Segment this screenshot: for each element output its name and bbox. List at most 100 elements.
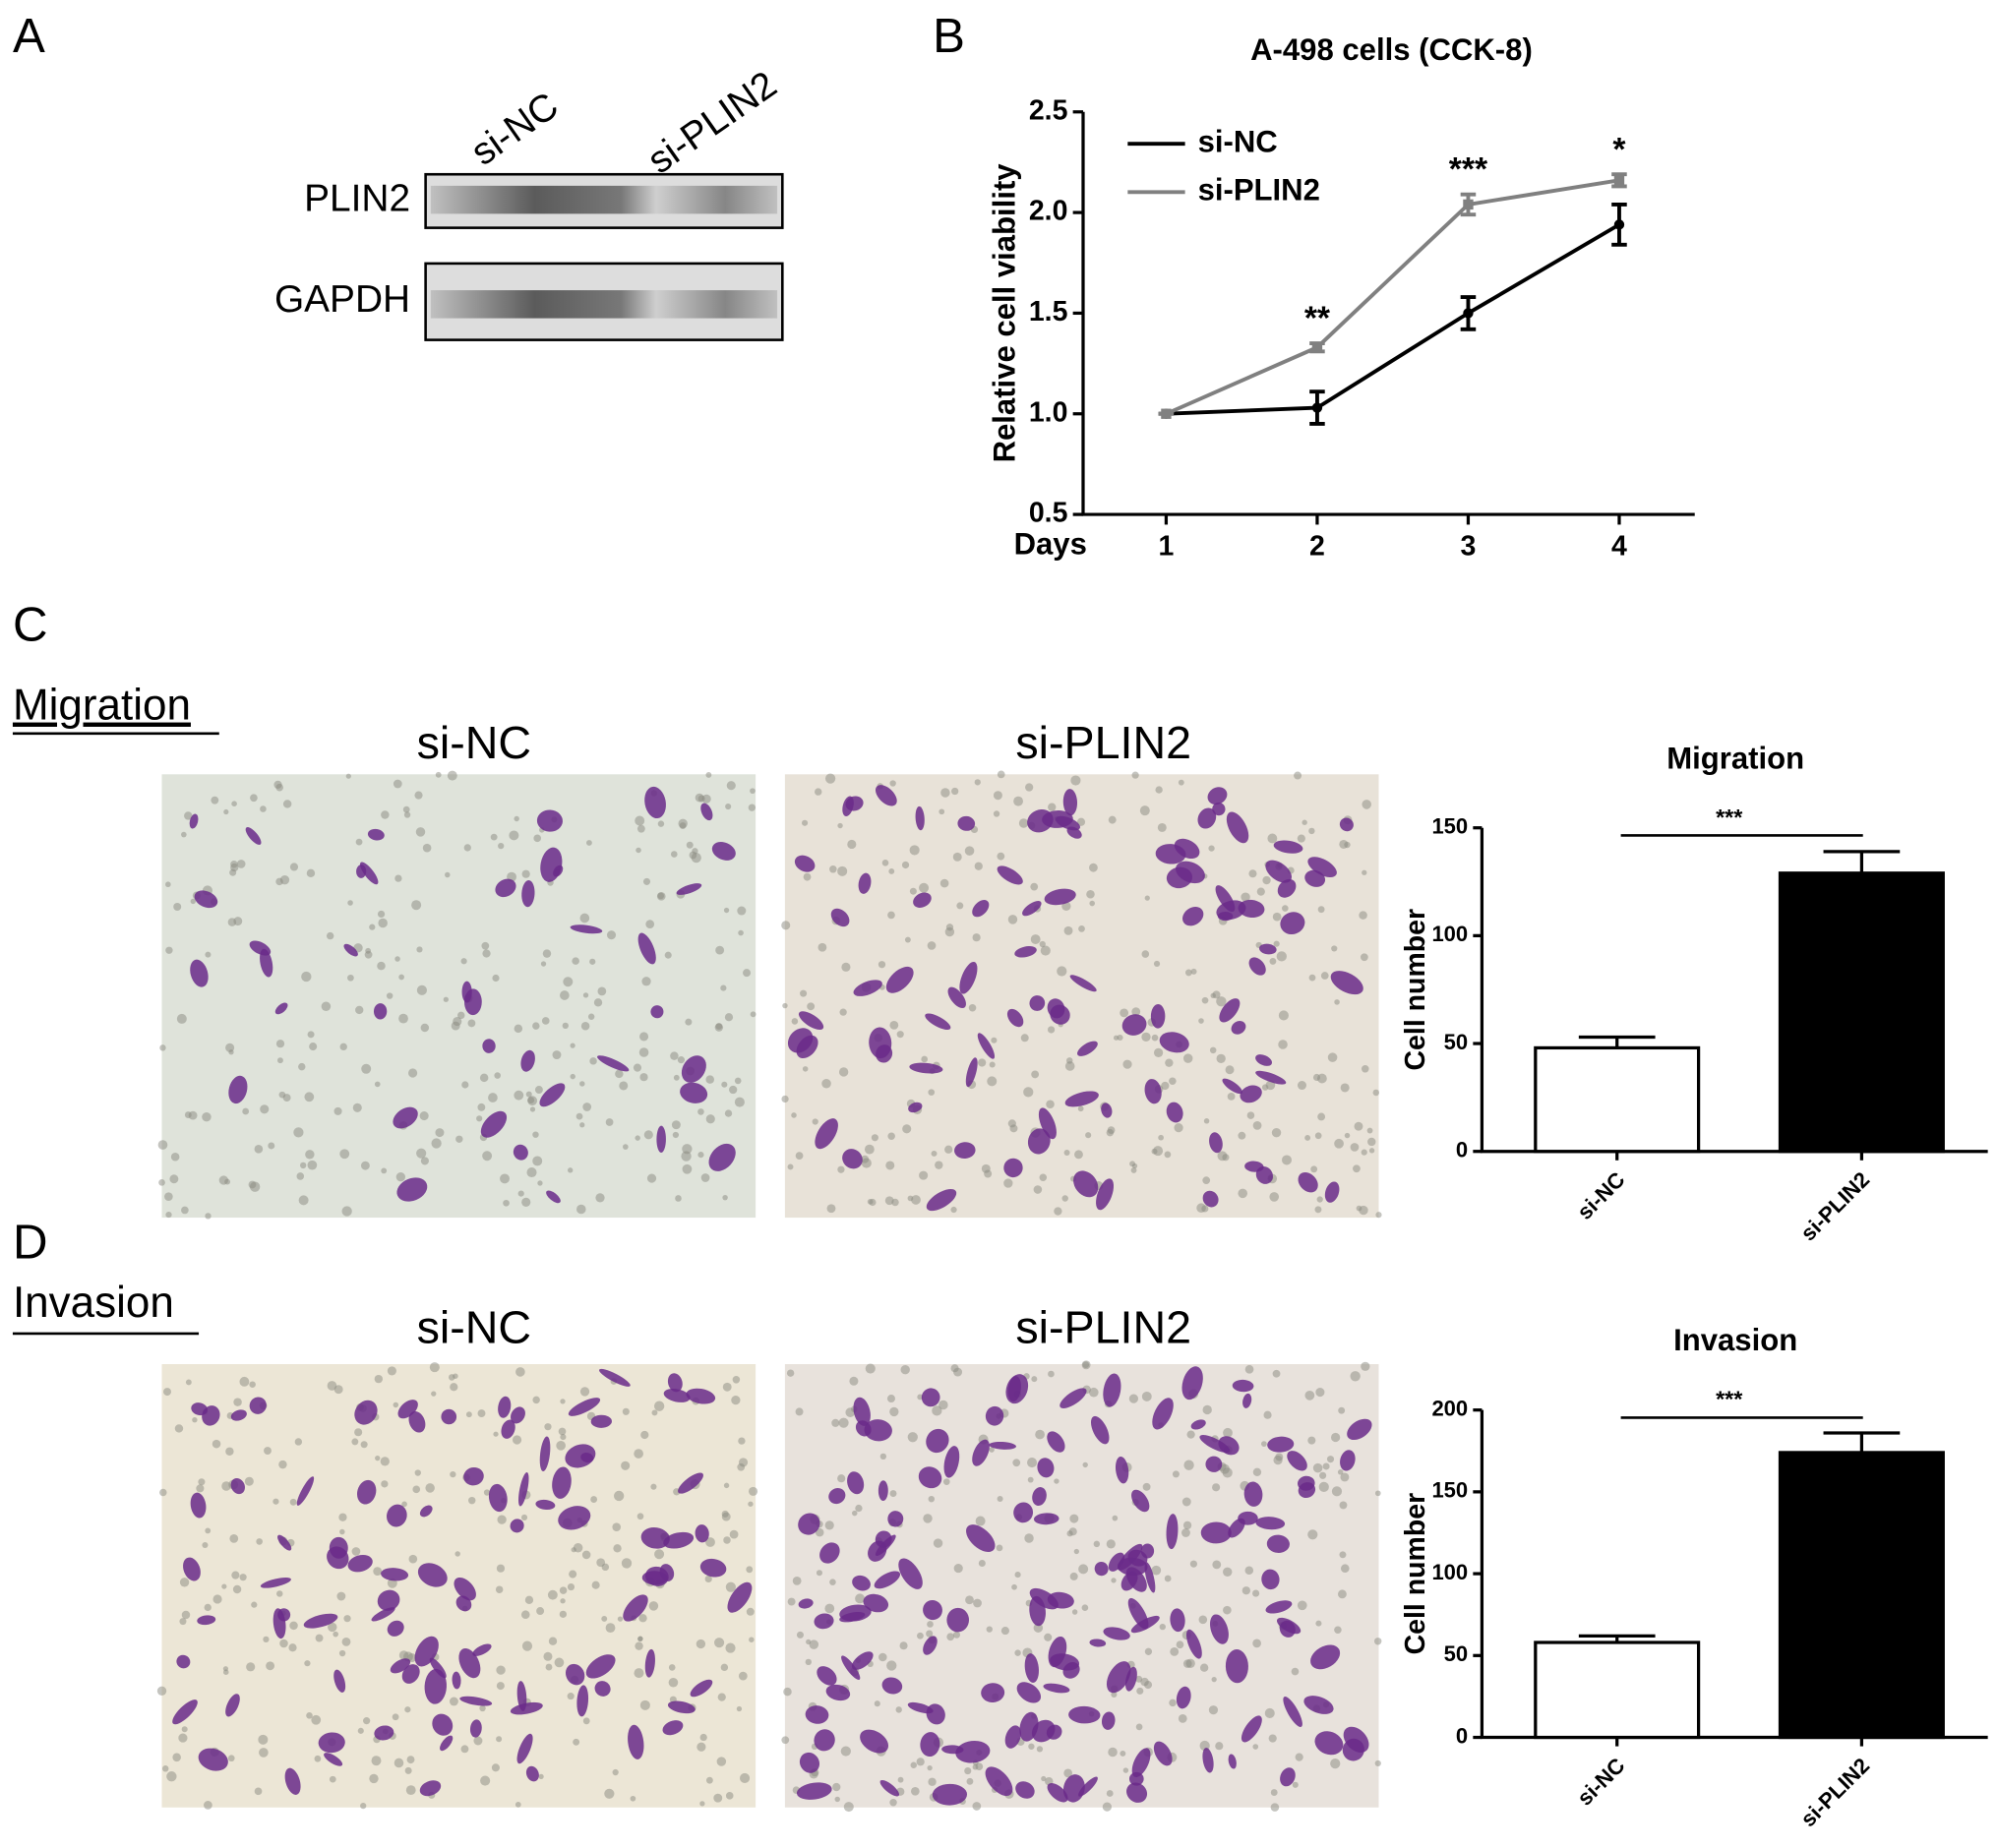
pore <box>986 1626 993 1633</box>
pore <box>650 1483 657 1490</box>
pore <box>1269 957 1277 965</box>
cell <box>1027 808 1054 833</box>
pore <box>736 1705 743 1712</box>
pore <box>1131 1007 1141 1017</box>
pore <box>521 1640 533 1651</box>
pore <box>904 936 911 943</box>
pore <box>515 1802 521 1808</box>
pore <box>196 1484 205 1493</box>
cell <box>599 1368 631 1387</box>
pore <box>1033 1185 1043 1194</box>
pore <box>360 1441 368 1449</box>
pore <box>306 868 316 878</box>
pore <box>978 1560 986 1568</box>
cell <box>959 961 978 994</box>
pore <box>540 961 547 967</box>
pore <box>411 900 422 911</box>
pore <box>1025 783 1034 792</box>
pore <box>246 1662 256 1672</box>
pore <box>1117 1034 1123 1042</box>
pore <box>1203 1118 1210 1124</box>
pore <box>1040 945 1051 956</box>
blot-band <box>430 290 778 319</box>
pore <box>1292 1781 1299 1788</box>
cell <box>863 1593 889 1613</box>
pore <box>164 1192 173 1201</box>
cell <box>284 1767 301 1795</box>
cell <box>1050 1653 1080 1671</box>
pore <box>431 1391 437 1397</box>
pore <box>1362 869 1367 875</box>
pore <box>1122 1059 1132 1069</box>
x-tick-label: si-NC <box>1572 1167 1629 1224</box>
pore <box>416 1148 427 1159</box>
pore <box>927 941 937 950</box>
pore <box>181 1206 189 1215</box>
pore <box>621 1558 633 1569</box>
pore <box>495 1585 504 1593</box>
pore <box>567 1693 575 1700</box>
cell <box>390 1658 411 1674</box>
cell <box>1121 1014 1147 1036</box>
pore <box>374 1081 381 1088</box>
pore <box>1108 815 1117 824</box>
cell <box>805 1705 829 1724</box>
cell <box>249 1397 267 1414</box>
pore <box>173 903 182 912</box>
pore <box>1078 924 1085 932</box>
cell <box>1225 1649 1248 1684</box>
pore <box>520 1610 530 1620</box>
pore <box>339 1528 345 1535</box>
pore <box>615 1069 624 1079</box>
pore <box>1069 1514 1079 1523</box>
pore <box>570 1043 575 1048</box>
pore <box>636 824 645 833</box>
pore <box>1141 1391 1152 1401</box>
pore <box>500 1173 510 1184</box>
cell <box>667 1373 683 1393</box>
pore <box>202 1111 212 1122</box>
cell <box>678 1472 703 1494</box>
cell <box>387 1504 407 1527</box>
pore <box>394 956 400 962</box>
cell <box>440 1735 454 1752</box>
pore <box>227 918 237 926</box>
pore <box>1018 818 1029 828</box>
cell <box>535 1499 556 1511</box>
pore <box>1178 1713 1187 1723</box>
pore <box>965 1595 974 1605</box>
pore <box>935 1161 943 1169</box>
pore <box>288 1643 297 1652</box>
pore <box>460 1745 469 1754</box>
cell <box>539 1083 566 1107</box>
cell <box>641 1571 668 1585</box>
pore <box>351 1547 361 1556</box>
cell <box>594 1681 611 1697</box>
pore <box>636 1513 644 1520</box>
pore <box>653 1401 665 1411</box>
bar <box>1778 1451 1945 1740</box>
pore <box>714 1023 724 1032</box>
pore <box>477 1103 486 1111</box>
cell <box>1056 815 1081 831</box>
pore <box>365 947 372 954</box>
cell <box>441 1408 457 1425</box>
cell <box>830 908 850 927</box>
pore <box>809 1639 819 1649</box>
cell <box>1073 1170 1099 1198</box>
pore <box>361 1063 372 1074</box>
cell <box>1261 1569 1280 1590</box>
cell <box>943 1446 960 1478</box>
cell <box>814 1613 834 1630</box>
pore <box>716 1757 727 1766</box>
pore <box>928 1089 936 1096</box>
cell <box>1310 1644 1341 1670</box>
pore <box>326 931 334 940</box>
cell <box>981 1683 1005 1702</box>
pore <box>704 1575 712 1583</box>
pore <box>889 1020 899 1030</box>
cell <box>875 1534 896 1557</box>
cell <box>852 1575 871 1591</box>
pore <box>1314 1132 1322 1140</box>
pore <box>515 1367 525 1377</box>
